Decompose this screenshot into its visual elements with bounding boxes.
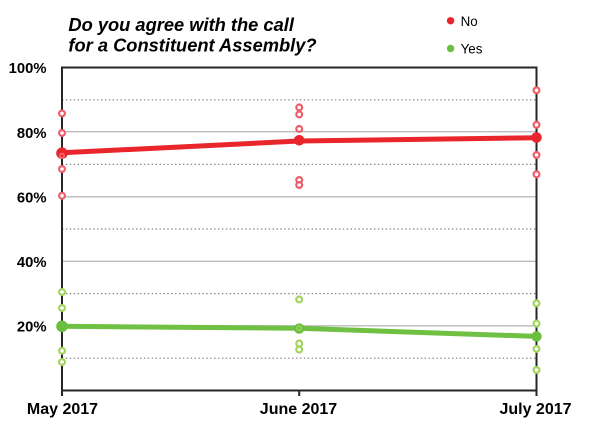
svg-text:No: No bbox=[461, 14, 478, 29]
svg-text:June 2017: June 2017 bbox=[260, 401, 337, 418]
svg-text:Yes: Yes bbox=[461, 41, 483, 56]
svg-text:July 2017: July 2017 bbox=[499, 401, 571, 418]
svg-text:40%: 40% bbox=[17, 255, 47, 271]
svg-text:60%: 60% bbox=[17, 190, 47, 206]
svg-text:for a Constituent Assembly?: for a Constituent Assembly? bbox=[68, 35, 316, 56]
svg-text:May 2017: May 2017 bbox=[27, 401, 98, 418]
svg-text:100%: 100% bbox=[9, 61, 47, 77]
svg-text:Do you agree with the call: Do you agree with the call bbox=[68, 14, 294, 35]
svg-text:80%: 80% bbox=[17, 126, 47, 142]
svg-text:20%: 20% bbox=[17, 319, 47, 335]
